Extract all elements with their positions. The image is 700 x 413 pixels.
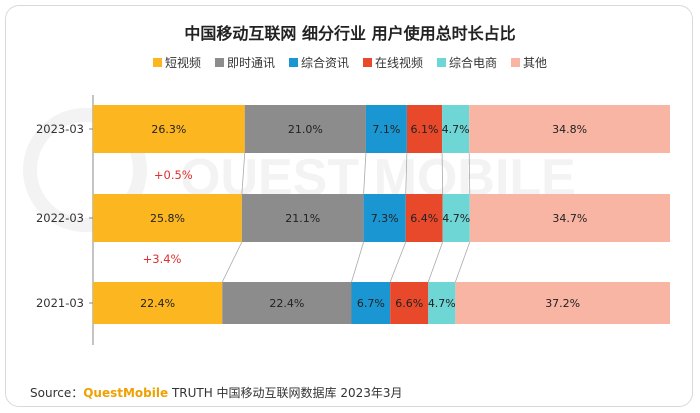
chart-title: 中国移动互联网 细分行业 用户使用总时长占比 — [184, 24, 516, 43]
data-label: 4.7% — [442, 212, 470, 225]
data-label: 22.4% — [269, 297, 304, 310]
bar-segment — [244, 105, 366, 153]
category-label: 2022-03 — [36, 211, 84, 225]
bar-segment — [406, 105, 443, 153]
bar-segment — [442, 194, 470, 242]
category-label: 2021-03 — [36, 296, 84, 310]
legend-swatch — [437, 58, 447, 67]
bar-segment — [222, 282, 352, 324]
legend-item: 其他 — [511, 54, 547, 71]
source-suffix: TRUTH 中国移动互联网数据库 2023年3月 — [168, 386, 403, 400]
chart-frame — [5, 5, 693, 407]
data-label: 37.2% — [545, 297, 580, 310]
data-label: 6.6% — [395, 297, 423, 310]
data-label: 4.7% — [442, 123, 470, 136]
source-note: Source：QuestMobile TRUTH 中国移动互联网数据库 2023… — [30, 384, 403, 401]
data-label: 34.7% — [552, 212, 587, 225]
data-label: 21.0% — [288, 123, 323, 136]
bar-segment — [442, 105, 470, 153]
legend-swatch — [511, 58, 521, 67]
legend-label: 综合资讯 — [300, 56, 349, 70]
connector-line — [441, 152, 444, 195]
connector-line — [221, 241, 243, 283]
legend-item: 在线视频 — [363, 54, 423, 71]
connector-line — [351, 241, 364, 283]
legend-label: 短视频 — [164, 56, 201, 70]
connector-line — [468, 152, 471, 195]
connector-line — [241, 152, 246, 195]
bar-segment — [363, 194, 406, 242]
legend-item: 综合电商 — [437, 54, 497, 71]
data-label: 26.3% — [151, 123, 186, 136]
data-label: 6.1% — [411, 123, 439, 136]
legend-label: 在线视频 — [375, 56, 424, 70]
bar-segment — [469, 194, 670, 242]
connector-line — [363, 152, 367, 195]
growth-annotation: +0.5% — [154, 168, 193, 182]
data-label: 7.3% — [371, 212, 399, 225]
legend-item: 短视频 — [152, 54, 201, 71]
data-label: 25.8% — [150, 212, 185, 225]
legend-item: 综合资讯 — [288, 54, 349, 71]
category-label: 2023-03 — [36, 122, 84, 136]
data-label: 4.7% — [428, 297, 456, 310]
bar-segment — [428, 282, 456, 324]
bar-segment — [241, 194, 364, 242]
legend-label: 即时通讯 — [226, 56, 275, 70]
data-label: 7.1% — [372, 123, 400, 136]
legend-swatch — [363, 58, 372, 67]
data-label: 21.1% — [285, 212, 320, 225]
bar-segment — [351, 282, 391, 324]
legend: 短视频 即时通讯 综合资讯 在线视频 综合电商 其他 — [0, 54, 700, 71]
growth-annotation: +3.4% — [143, 252, 182, 266]
legend-swatch — [288, 58, 298, 67]
source-prefix: Source： — [30, 386, 84, 400]
connector-line — [427, 241, 444, 283]
bar-segment — [390, 282, 429, 324]
legend-label: 其他 — [523, 56, 548, 70]
bar-segment — [405, 194, 443, 242]
source-brand: QuestMobile — [83, 386, 169, 400]
bar-segment — [93, 194, 242, 242]
data-label: 6.4% — [410, 212, 438, 225]
connector-line — [389, 241, 407, 283]
data-label: 34.8% — [552, 123, 587, 136]
bar-segment — [93, 105, 245, 153]
legend-item: 即时通讯 — [214, 54, 275, 71]
bar-segment — [365, 105, 407, 153]
legend-label: 综合电商 — [449, 56, 498, 70]
bar-segment — [469, 105, 670, 153]
connector-line — [405, 152, 408, 195]
data-label: 6.7% — [357, 297, 385, 310]
data-label: 22.4% — [140, 297, 175, 310]
bar-segment — [93, 282, 223, 324]
bar-segment — [455, 282, 670, 324]
legend-swatch — [152, 58, 162, 67]
connector-line — [454, 241, 471, 283]
legend-swatch — [214, 58, 224, 67]
